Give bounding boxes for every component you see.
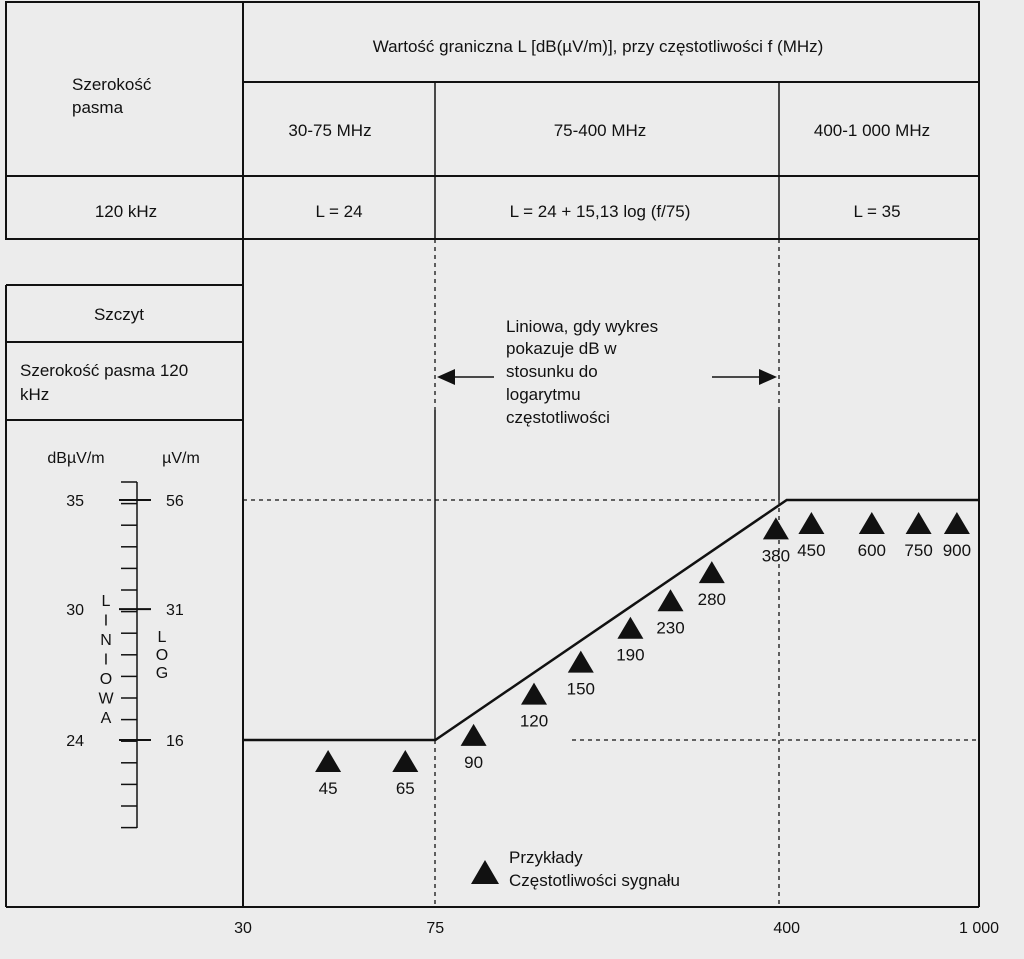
x-tick-label: 75 [426,920,444,937]
linear-letter: O [100,671,112,688]
legend-subtitle: Częstotliwości sygnału [509,871,680,890]
signal-marker-triangle [567,650,594,673]
signal-marker-label: 900 [943,541,971,560]
right-arrow-head [759,369,777,385]
annotation-text: stosunku do [506,362,598,381]
signal-marker-triangle [657,589,684,612]
db-unit-label: dBµV/m [47,450,104,467]
signal-marker-triangle [617,616,644,639]
dual-scale [119,481,151,829]
side-panel [5,284,243,907]
signal-marker-triangle [798,512,825,534]
signal-markers: 45 65 90 120 150 190 230 280 380 450 600 750 900 [315,512,971,798]
bandwidth-label: Szerokość [72,75,152,94]
annotation-text: Liniowa, gdy wykres [506,317,658,336]
uv-tick-label: 16 [166,733,184,750]
linear-letter: I [104,652,108,669]
signal-marker-label: 280 [698,590,726,609]
legend: Przykłady Częstotliwości sygnału [471,848,680,890]
signal-marker-label: 45 [319,779,338,798]
uv-unit-label: µV/m [162,450,200,467]
log-letter: G [156,665,168,682]
bandwidth-label: pasma [72,98,124,117]
limit-formula: L = 24 [315,202,362,221]
signal-marker-triangle [315,750,342,772]
signal-marker-triangle [905,512,932,534]
linear-letter: W [98,691,114,708]
x-tick-label: 400 [773,920,800,937]
legend-title: Przykłady [509,848,583,867]
signal-marker-label: 65 [396,779,415,798]
db-tick-label: 35 [66,493,84,510]
annotation-text: logarytmu [506,385,581,404]
signal-marker-label: 120 [520,712,548,731]
table-frame [5,1,980,240]
log-letter: L [158,629,167,646]
linear-letter: L [102,593,111,610]
limit-formula: L = 24 + 15,13 log (f/75) [510,202,691,221]
limit-formula: L = 35 [853,202,900,221]
legend-triangle-icon [471,860,499,884]
annotation-text: częstotliwości [506,408,610,427]
limit-line-path [243,498,979,742]
linear-letter: A [101,710,112,727]
db-tick-label: 30 [66,602,84,619]
range-header: 400-1 000 MHz [814,121,930,140]
side-bandwidth-label: kHz [20,385,49,404]
signal-marker-triangle [392,750,419,772]
uv-tick-label: 31 [166,602,184,619]
signal-marker-label: 90 [464,753,483,772]
annotation-text: pokazuje dB w [506,339,617,358]
signal-marker-triangle [698,561,725,584]
uv-tick-label: 56 [166,493,184,510]
signal-marker-triangle [762,517,789,540]
x-tick-label: 1 000 [959,920,999,937]
signal-marker-triangle [521,682,547,705]
signal-marker-label: 450 [797,541,825,560]
signal-marker-label: 230 [656,618,684,637]
side-bandwidth-label: Szerokość pasma 120 [20,361,188,380]
table-header-title: Wartość graniczna L [dB(µV/m)], przy czę… [373,37,824,56]
bandwidth-value: 120 kHz [95,202,157,221]
range-header: 75-400 MHz [554,121,647,140]
signal-marker-label: 150 [567,680,595,699]
peak-label: Szczyt [94,305,144,324]
chart-frame [6,239,980,908]
signal-marker-label: 600 [858,541,886,560]
limit-table [5,1,980,240]
linear-letter: I [104,613,108,630]
limit-line [243,498,979,742]
x-axis-ticks: 30 75 400 1 000 [234,920,999,937]
linear-annotation: Liniowa, gdy wykres pokazuje dB w stosun… [437,317,777,427]
signal-marker-label: 190 [616,646,644,665]
signal-marker-label: 750 [904,541,932,560]
signal-marker-triangle [460,723,487,746]
x-tick-label: 30 [234,920,252,937]
linear-letter: N [100,632,112,649]
range-header: 30-75 MHz [288,121,371,140]
left-arrow-head [437,369,455,385]
log-letter: O [156,647,168,664]
signal-marker-triangle [858,512,885,534]
signal-marker-label: 380 [762,546,790,565]
db-tick-label: 24 [66,733,84,750]
signal-marker-triangle [943,512,970,534]
